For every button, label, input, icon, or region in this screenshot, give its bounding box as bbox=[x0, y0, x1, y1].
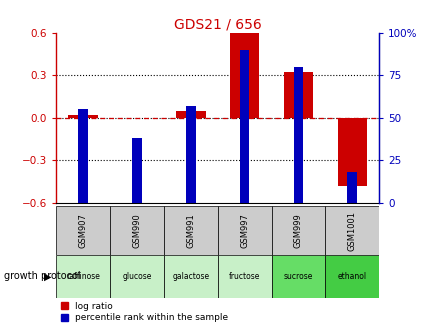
Bar bbox=[325, 255, 378, 298]
Title: GDS21 / 656: GDS21 / 656 bbox=[173, 18, 261, 31]
Bar bbox=[325, 206, 378, 255]
Bar bbox=[110, 255, 163, 298]
Text: GSM1001: GSM1001 bbox=[347, 211, 356, 250]
Bar bbox=[163, 255, 217, 298]
Bar bbox=[347, 172, 356, 203]
Text: ▶: ▶ bbox=[44, 271, 52, 281]
Bar bbox=[217, 255, 271, 298]
Text: ethanol: ethanol bbox=[337, 272, 366, 281]
Bar bbox=[175, 111, 205, 118]
Bar bbox=[78, 109, 88, 203]
Bar bbox=[56, 206, 110, 255]
Text: GSM991: GSM991 bbox=[186, 213, 195, 248]
Text: GSM990: GSM990 bbox=[132, 213, 141, 248]
Text: raffinose: raffinose bbox=[66, 272, 100, 281]
Text: galactose: galactose bbox=[172, 272, 209, 281]
Bar bbox=[271, 206, 325, 255]
Text: fructose: fructose bbox=[228, 272, 260, 281]
Bar bbox=[56, 255, 110, 298]
Bar bbox=[217, 206, 271, 255]
Bar bbox=[229, 33, 259, 118]
Text: GSM999: GSM999 bbox=[293, 213, 302, 248]
Bar bbox=[132, 138, 141, 203]
Text: GSM907: GSM907 bbox=[78, 213, 87, 248]
Bar bbox=[163, 206, 217, 255]
Bar bbox=[110, 206, 163, 255]
Bar bbox=[271, 255, 325, 298]
Bar bbox=[337, 118, 366, 186]
Bar bbox=[293, 67, 303, 203]
Bar bbox=[239, 50, 249, 203]
Text: glucose: glucose bbox=[122, 272, 151, 281]
Text: GSM997: GSM997 bbox=[240, 213, 249, 248]
Text: growth protocol: growth protocol bbox=[4, 271, 81, 281]
Bar bbox=[283, 72, 313, 118]
Bar bbox=[68, 115, 98, 118]
Legend: log ratio, percentile rank within the sample: log ratio, percentile rank within the sa… bbox=[60, 302, 227, 322]
Text: sucrose: sucrose bbox=[283, 272, 313, 281]
Bar bbox=[185, 106, 195, 203]
